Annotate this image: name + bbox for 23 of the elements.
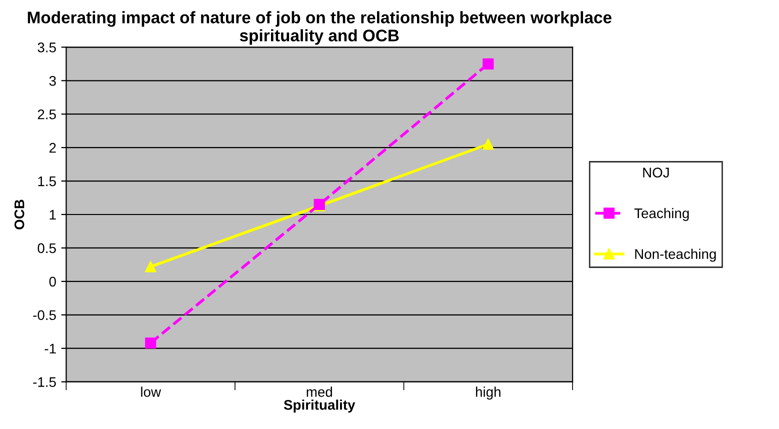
y-tick-label: 0 — [49, 276, 56, 287]
x-tick-label: low — [141, 386, 162, 397]
y-tick-label: 3 — [49, 76, 56, 86]
y-tick-label: -1 — [44, 344, 56, 354]
legend-label: Teaching — [634, 208, 689, 221]
y-tick-label: 2 — [49, 142, 56, 153]
y-tick-label: -1.5 — [33, 377, 56, 387]
y-tick-label: 0.5 — [38, 243, 56, 254]
legend-title: NOJ — [643, 168, 669, 178]
x-tick-label: high — [476, 386, 500, 400]
y-tick-label: 3.5 — [38, 42, 56, 52]
point — [145, 337, 156, 349]
legend-label: Non-teaching — [635, 248, 716, 262]
point — [482, 138, 494, 150]
point — [482, 58, 494, 70]
y-axis-title: OCB — [14, 200, 24, 230]
x-tick-label: med — [306, 386, 332, 397]
x-axis-title: Spirituality — [284, 400, 356, 413]
point — [145, 261, 156, 272]
y-tick-label: 1.5 — [38, 176, 56, 186]
y-tick-label: 1 — [50, 210, 56, 220]
y-tick-label: 2.5 — [38, 109, 56, 120]
y-tick-label: -0.5 — [33, 310, 56, 320]
